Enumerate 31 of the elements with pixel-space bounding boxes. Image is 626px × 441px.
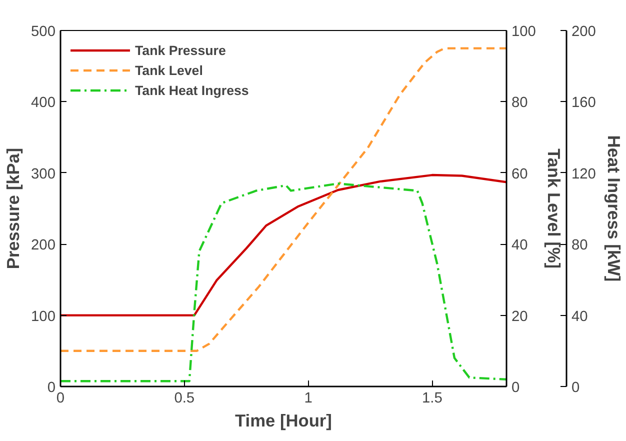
legend-label: Tank Level xyxy=(135,62,203,78)
y2-tick-label: 0 xyxy=(512,380,520,396)
y-tick-label: 200 xyxy=(31,238,56,254)
x-tick-label: 1.5 xyxy=(422,390,442,406)
line-series xyxy=(60,174,506,316)
y-tick-label: 400 xyxy=(31,95,56,112)
y-tick-label: 500 xyxy=(31,24,56,40)
y3-tick-label: 0 xyxy=(572,380,580,396)
y-tick-label: 300 xyxy=(31,166,56,182)
x-axis-title: Time [Hour] xyxy=(235,410,332,430)
legend-label: Tank Pressure xyxy=(135,42,226,58)
line-series xyxy=(60,182,506,382)
y2-tick-label: 20 xyxy=(512,308,528,325)
y3-tick-label: 120 xyxy=(572,166,596,182)
y2-axis-title: Tank Level [%] xyxy=(544,148,564,269)
line-series xyxy=(60,47,506,352)
y-tick-label: 100 xyxy=(31,308,56,325)
legend-label: Tank Heat Ingress xyxy=(135,82,249,98)
x-tick-label: 0.5 xyxy=(174,390,195,406)
y3-tick-label: 80 xyxy=(572,238,588,254)
x-tick-label: 1 xyxy=(304,390,312,406)
y3-tick-label: 160 xyxy=(572,95,596,112)
y-tick-label: 0 xyxy=(47,380,56,396)
y2-tick-label: 60 xyxy=(512,166,528,182)
y-axis-title: Pressure [kPa] xyxy=(3,148,24,270)
y3-tick-label: 40 xyxy=(572,308,588,325)
y2-tick-label: 40 xyxy=(512,238,528,254)
y2-tick-label: 80 xyxy=(512,95,528,112)
y3-axis-title: Heat Ingress [kW] xyxy=(604,135,624,282)
y3-tick-label: 200 xyxy=(572,24,596,40)
y2-tick-label: 100 xyxy=(512,24,536,40)
